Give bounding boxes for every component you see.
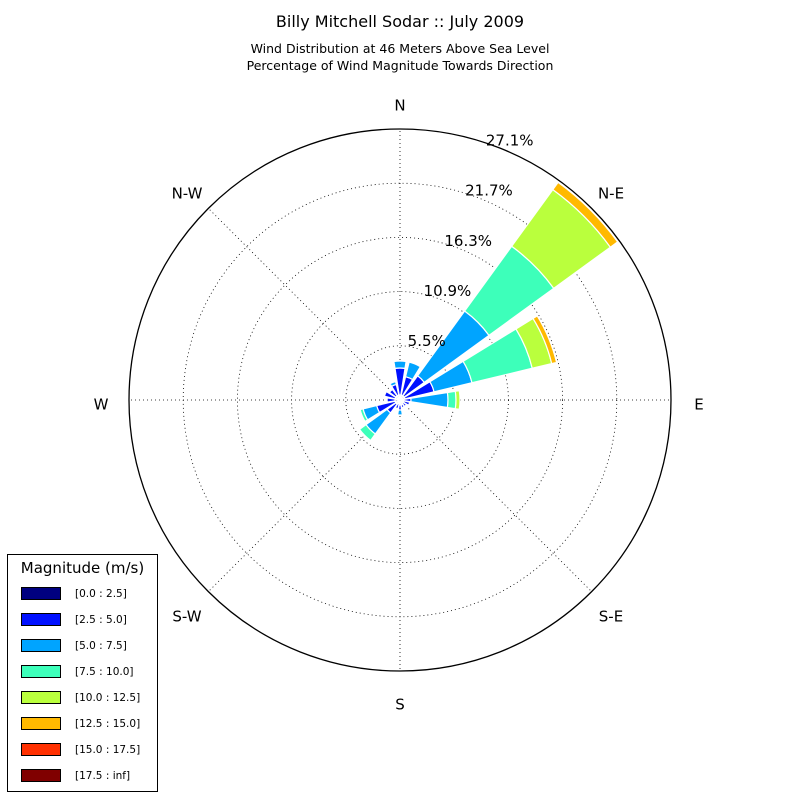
legend-swatch xyxy=(21,665,61,678)
rose-bar-segment xyxy=(404,361,422,381)
legend-label: [15.0 : 17.5] xyxy=(75,744,141,756)
rose-bar-segment xyxy=(393,406,399,411)
grid-spoke xyxy=(399,399,592,592)
direction-label: S-E xyxy=(599,608,623,626)
direction-label: N xyxy=(394,97,405,115)
legend-label: [17.5 : inf] xyxy=(75,770,131,782)
legend-item: [15.0 : 17.5] xyxy=(21,743,156,759)
chart-subtitle-line-2: Percentage of Wind Magnitude Towards Dir… xyxy=(246,58,554,73)
legend-swatch xyxy=(21,743,61,756)
legend: Magnitude (m/s) [0.0 : 2.5] [2.5 : 5.0] [5… xyxy=(7,554,158,792)
legend-swatch xyxy=(21,613,61,626)
chart-title: Billy Mitchell Sodar :: July 2009 xyxy=(275,12,525,31)
legend-label: [2.5 : 5.0] xyxy=(75,614,127,626)
rose-bar-segment xyxy=(454,389,461,411)
rose-bar-segment xyxy=(359,408,369,423)
polar-outer-frame xyxy=(128,128,672,672)
rose-bar-segment xyxy=(383,390,397,400)
legend-item: [0.0 : 2.5] xyxy=(21,587,156,603)
ring-label: 21.7% xyxy=(465,182,513,200)
ring-label: 10.9% xyxy=(424,282,472,300)
legend-swatch xyxy=(21,639,61,652)
rose-bar-segment xyxy=(551,181,619,249)
wind-rose-bars xyxy=(358,181,619,442)
direction-label: E xyxy=(694,396,703,414)
legend-label: [10.0 : 12.5] xyxy=(75,692,141,704)
rose-bar-segment xyxy=(389,380,397,388)
direction-label: S-W xyxy=(172,608,201,626)
polar-labels: N N-E E S-E S S-W W N-W 5.5% 10.9% 16.3% 21.7% 27.1% xyxy=(94,97,704,714)
direction-label: N-E xyxy=(598,185,624,203)
direction-label: W xyxy=(94,396,109,414)
legend-swatch xyxy=(21,587,61,600)
legend-label: [5.0 : 7.5] xyxy=(75,640,127,652)
legend-item: [5.0 : 7.5] xyxy=(21,639,156,655)
rose-bar-segment xyxy=(446,390,457,410)
rose-bar-segment xyxy=(408,401,413,408)
ring-label: 16.3% xyxy=(444,232,492,250)
ring-label: 5.5% xyxy=(408,332,446,350)
rose-bar-segment xyxy=(388,388,398,398)
grid-ring xyxy=(236,236,564,564)
legend-label: [12.5 : 15.0] xyxy=(75,718,141,730)
rose-bar-segment xyxy=(358,423,377,442)
chart-subtitle-line-1: Wind Distribution at 46 Meters Above Sea… xyxy=(250,41,550,56)
rose-bar-segment xyxy=(396,409,404,416)
legend-swatch xyxy=(21,769,61,782)
rose-bar-segment xyxy=(385,397,388,403)
legend-title: Magnitude (m/s) xyxy=(20,559,145,577)
grid-spoke xyxy=(208,208,401,401)
rose-bar-segment xyxy=(393,360,407,370)
ring-label: 27.1% xyxy=(486,132,534,150)
direction-label: S xyxy=(395,696,405,714)
legend-swatch xyxy=(21,717,61,730)
rose-bar-segment xyxy=(532,315,558,365)
legend-swatch xyxy=(21,691,61,704)
legend-label: [0.0 : 2.5] xyxy=(75,588,127,600)
rose-bar-segment xyxy=(403,403,409,409)
rose-bar-segment xyxy=(401,405,406,410)
legend-item: [10.0 : 12.5] xyxy=(21,691,156,707)
legend-item: [12.5 : 15.0] xyxy=(21,717,156,733)
legend-item: [17.5 : inf] xyxy=(21,769,156,785)
legend-item: [7.5 : 10.0] xyxy=(21,665,156,681)
legend-label: [7.5 : 10.0] xyxy=(75,666,134,678)
direction-label: N-W xyxy=(172,185,203,203)
legend-item: [2.5 : 5.0] xyxy=(21,613,156,629)
